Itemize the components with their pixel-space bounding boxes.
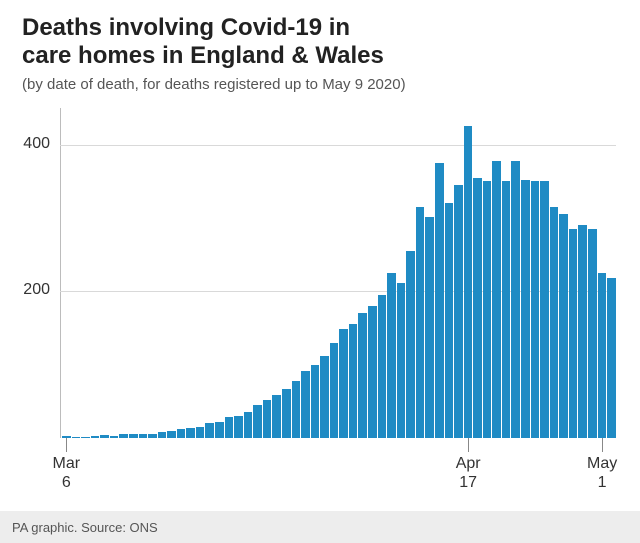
x-tick-label-bottom: 17 xyxy=(459,474,477,491)
bar xyxy=(177,429,186,438)
x-tick-label: Mar 6 xyxy=(53,454,81,492)
bar xyxy=(358,313,367,438)
bar xyxy=(282,389,291,438)
x-tick-mark xyxy=(468,438,469,452)
y-tick-label: 400 xyxy=(6,135,50,153)
bar xyxy=(244,412,253,438)
bar xyxy=(311,365,320,438)
bar xyxy=(119,434,128,438)
bar xyxy=(473,178,482,438)
bar xyxy=(330,343,339,438)
bar xyxy=(492,161,501,438)
title-line-1: Deaths involving Covid-19 in xyxy=(22,14,350,41)
bar xyxy=(531,181,540,438)
bar xyxy=(110,436,119,438)
y-tick-label: 200 xyxy=(6,281,50,299)
bar xyxy=(588,229,597,438)
bar xyxy=(368,306,377,438)
chart-title: Deaths involving Covid-19 in care homes … xyxy=(22,14,384,71)
x-tick-label-bottom: 6 xyxy=(62,474,71,491)
x-tick-label-bottom: 1 xyxy=(598,474,607,491)
bar xyxy=(569,229,578,438)
bar xyxy=(158,432,167,438)
title-line-2: care homes in England & Wales xyxy=(22,42,384,69)
bar xyxy=(540,181,549,438)
bar xyxy=(406,251,415,438)
footer-text: PA graphic. Source: ONS xyxy=(12,520,158,535)
bar xyxy=(578,225,587,438)
x-tick-label-top: Mar xyxy=(53,455,81,472)
bar xyxy=(349,324,358,438)
bar xyxy=(225,417,234,438)
bar xyxy=(511,161,520,438)
bar xyxy=(72,437,81,438)
bar xyxy=(91,436,100,438)
x-tick-label-top: Apr xyxy=(456,455,481,472)
bar xyxy=(425,217,434,438)
bar xyxy=(186,428,195,438)
bar xyxy=(435,163,444,438)
bar xyxy=(253,405,262,438)
bar xyxy=(464,126,473,438)
bar xyxy=(559,214,568,438)
bar xyxy=(320,356,329,438)
bar xyxy=(148,434,157,438)
bar xyxy=(129,434,138,438)
bar xyxy=(167,431,176,438)
x-tick-label: Apr 17 xyxy=(456,454,481,492)
x-tick-mark xyxy=(602,438,603,452)
bar xyxy=(234,416,243,438)
bar xyxy=(100,435,109,438)
bar xyxy=(607,278,616,438)
bar xyxy=(454,185,463,438)
bar xyxy=(598,273,607,438)
bar xyxy=(301,371,310,438)
bar xyxy=(81,437,90,438)
bar xyxy=(292,381,301,438)
bar xyxy=(550,207,559,438)
x-tick-label: May 1 xyxy=(587,454,617,492)
bar xyxy=(502,181,511,438)
x-tick-label-top: May xyxy=(587,455,617,472)
bar xyxy=(139,434,148,438)
bar xyxy=(397,283,406,438)
bar xyxy=(272,395,281,438)
plot-area xyxy=(60,108,616,438)
bars-group xyxy=(60,108,616,438)
bar xyxy=(521,180,530,438)
bar xyxy=(205,423,214,438)
bar xyxy=(215,422,224,438)
bar xyxy=(196,427,205,438)
bar xyxy=(339,329,348,438)
bar xyxy=(378,295,387,438)
bar xyxy=(445,203,454,438)
bar xyxy=(387,273,396,438)
chart-subtitle: (by date of death, for deaths registered… xyxy=(22,76,406,93)
chart-footer: PA graphic. Source: ONS xyxy=(0,511,640,543)
bar xyxy=(416,207,425,438)
x-tick-mark xyxy=(66,438,67,452)
bar xyxy=(483,181,492,438)
chart-container: Deaths involving Covid-19 in care homes … xyxy=(0,0,640,543)
bar xyxy=(263,400,272,438)
